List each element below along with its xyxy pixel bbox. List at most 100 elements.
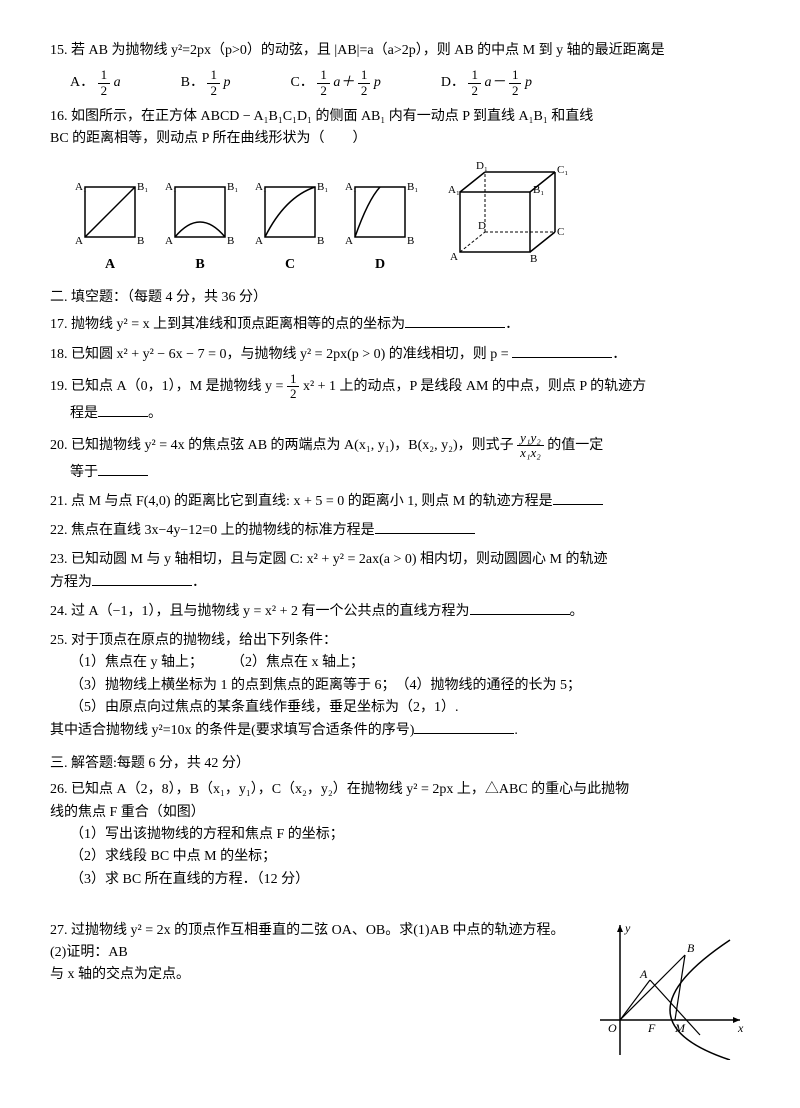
- q25-c5: （5）由原点向过焦点的某条直线作垂线，垂足坐标为（2，1）.: [70, 700, 459, 715]
- q23-text-b: 方程为: [50, 575, 92, 590]
- period: 。: [148, 406, 162, 421]
- svg-text:A: A: [450, 251, 458, 263]
- q15-choice-d: D． 12 a－ 12 p: [441, 68, 532, 98]
- fraction: 12: [509, 68, 522, 98]
- fig-a: A₁ B₁ A B A: [70, 172, 150, 276]
- choice-prefix: C．: [290, 75, 313, 90]
- fig-b: A₁ B₁ A B B: [160, 172, 240, 276]
- q20-text-b: 的值一定: [547, 438, 603, 453]
- fig-label-d: D: [340, 254, 420, 276]
- q20-text-c: 等于: [70, 465, 98, 480]
- suffix: p: [223, 75, 230, 90]
- svg-text:A₁: A₁: [255, 181, 267, 193]
- axis-y: y: [624, 921, 631, 935]
- q17-text: 17. 抛物线 y² = x 上到其准线和顶点距离相等的点的坐标为: [50, 317, 405, 332]
- origin-o: O: [608, 1021, 617, 1035]
- q19-text-b: x² + 1 上的动点，P 是线段 AM 的中点，则点 P 的轨迹方: [303, 379, 646, 394]
- question-22: 22. 焦点在直线 3x−4y−12=0 上的抛物线的标准方程是: [50, 519, 750, 542]
- square-b-svg: A₁ B₁ A B: [160, 172, 240, 252]
- fraction: 12: [317, 68, 330, 98]
- fig-label-c: C: [250, 254, 330, 276]
- suffix: p: [374, 75, 381, 90]
- fraction: y₁y₂x₁x₂: [517, 431, 544, 461]
- suffix: p: [525, 75, 532, 90]
- point-a: A: [639, 967, 648, 981]
- period: ．: [612, 347, 626, 362]
- svg-text:D: D: [478, 220, 486, 232]
- choice-prefix: D．: [441, 75, 465, 90]
- question-25: 25. 对于顶点在原点的抛物线，给出下列条件： （1）焦点在 y 轴上； （2）…: [50, 630, 750, 743]
- q25-conditions: （1）焦点在 y 轴上； （2）焦点在 x 轴上； （3）抛物线上横坐标为 1 …: [70, 652, 750, 719]
- q15-choices: A． 12 a B． 12 p C． 12 a＋ 12 p D． 12 a－ 1…: [70, 68, 750, 98]
- q25-tail: 其中适合抛物线 y²=10x 的条件是(要求填写合适条件的序号): [50, 723, 414, 738]
- q16-line2: BC 的距离相等，则动点 P 所在曲线形状为（ ）: [50, 128, 750, 150]
- lbl-a1: A₁: [75, 181, 87, 193]
- blank: [553, 490, 603, 505]
- svg-text:D₁: D₁: [476, 160, 488, 172]
- svg-text:B₁: B₁: [407, 181, 418, 193]
- q25-c2: （2）焦点在 x 轴上；: [238, 655, 364, 670]
- point-b: B: [687, 941, 695, 955]
- period: .: [514, 723, 518, 738]
- svg-text:B₁: B₁: [227, 181, 238, 193]
- svg-text:A₁: A₁: [448, 184, 460, 196]
- q15-text: 15. 若 AB 为抛物线 y²=2px（p>0）的动弦，且 |AB|=a（a>…: [50, 43, 665, 58]
- choice-prefix: B．: [181, 75, 204, 90]
- q25-head: 25. 对于顶点在原点的抛物线，给出下列条件：: [50, 630, 750, 652]
- svg-text:C₁: C₁: [557, 164, 568, 176]
- svg-text:B₁: B₁: [317, 181, 328, 193]
- q16-figures: A₁ B₁ A B A A₁ B₁ A B B A₁ B₁ A B C: [70, 157, 750, 277]
- axis-x: x: [737, 1021, 744, 1035]
- svg-text:C: C: [557, 226, 564, 238]
- svg-text:B: B: [317, 235, 324, 247]
- blank: [98, 402, 148, 417]
- q15-choice-c: C． 12 a＋ 12 p: [290, 68, 380, 98]
- lbl-b1: B₁: [137, 181, 148, 193]
- blank: [92, 571, 192, 586]
- q15-choice-b: B． 12 p: [181, 68, 231, 98]
- q24-text: 24. 过 A（−1，1），且与抛物线 y = x² + 2 有一个公共点的直线…: [50, 604, 470, 619]
- blank: [98, 461, 148, 476]
- fig-label-a: A: [70, 254, 150, 276]
- cube-svg: D₁ C₁ A₁ B₁ D C A B: [430, 157, 570, 277]
- fig-d: A₁ B₁ A B D: [340, 172, 420, 276]
- q25-c3: （3）抛物线上横坐标为 1 的点到焦点的距离等于 6；: [70, 678, 389, 693]
- question-21: 21. 点 M 与点 F(4,0) 的距离比它到直线: x + 5 = 0 的距…: [50, 490, 750, 513]
- question-23: 23. 已知动圆 M 与 y 轴相切，且与定圆 C: x² + y² = 2ax…: [50, 549, 750, 595]
- svg-text:A₁: A₁: [345, 181, 357, 193]
- q25-c4: （4）抛物线的通径的长为 5；: [403, 678, 582, 693]
- blank: [470, 600, 570, 615]
- q18-text: 18. 已知圆 x² + y² − 6x − 7 = 0，与抛物线 y² = 2…: [50, 347, 512, 362]
- point-f: F: [647, 1021, 656, 1035]
- square-d-svg: A₁ B₁ A B: [340, 172, 420, 252]
- parabola-svg: x y O B A F M: [590, 920, 750, 1060]
- section-2-title: 二. 填空题：（每题 4 分，共 36 分）: [50, 287, 750, 309]
- period: ．: [192, 575, 206, 590]
- blank: [375, 519, 475, 534]
- blank: [414, 719, 514, 734]
- svg-text:B: B: [530, 253, 537, 265]
- fig-c: A₁ B₁ A B C: [250, 172, 330, 276]
- q26-subs: （1）写出该抛物线的方程和焦点 F 的坐标； （2）求线段 BC 中点 M 的坐…: [70, 824, 750, 891]
- q26-s2: （2）求线段 BC 中点 M 的坐标；: [70, 846, 750, 868]
- q19-text-a: 19. 已知点 A（0，1），M 是抛物线 y =: [50, 379, 287, 394]
- square-a-svg: A₁ B₁ A B: [70, 172, 150, 252]
- q26-s3: （3）求 BC 所在直线的方程．（12 分）: [70, 869, 750, 891]
- question-27: x y O B A F M 27. 过抛物线 y² = 2x 的顶点作互相垂直的…: [50, 920, 750, 987]
- question-18: 18. 已知圆 x² + y² − 6x − 7 = 0，与抛物线 y² = 2…: [50, 343, 750, 366]
- question-17: 17. 抛物线 y² = x 上到其准线和顶点距离相等的点的坐标为．: [50, 313, 750, 336]
- svg-text:B: B: [407, 235, 414, 247]
- mid: a＋: [333, 75, 358, 90]
- blank: [512, 343, 612, 358]
- q22-text: 22. 焦点在直线 3x−4y−12=0 上的抛物线的标准方程是: [50, 523, 375, 538]
- fraction: 12: [468, 68, 481, 98]
- period: 。: [570, 604, 584, 619]
- section-3-title: 三. 解答题:每题 6 分，共 42 分）: [50, 753, 750, 775]
- mid: a－: [484, 75, 509, 90]
- question-15: 15. 若 AB 为抛物线 y²=2px（p>0）的动弦，且 |AB|=a（a>…: [50, 40, 750, 62]
- q21-text: 21. 点 M 与点 F(4,0) 的距离比它到直线: x + 5 = 0 的距…: [50, 494, 553, 509]
- svg-text:A: A: [345, 235, 353, 247]
- blank: [405, 313, 505, 328]
- fraction: 12: [287, 372, 300, 402]
- svg-text:A₁: A₁: [165, 181, 177, 193]
